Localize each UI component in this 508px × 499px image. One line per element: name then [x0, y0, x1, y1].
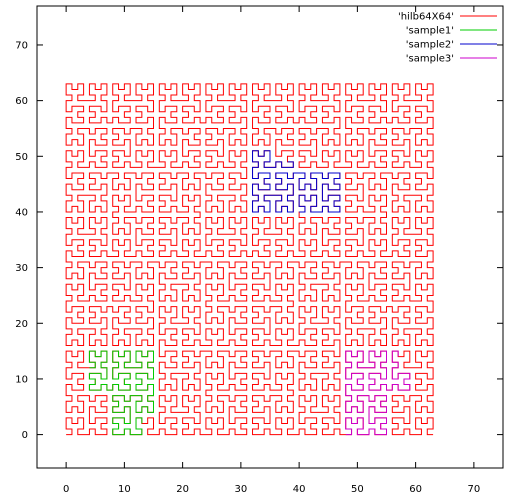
x-tick-label: 30 — [235, 484, 248, 495]
series-layer — [65, 83, 434, 436]
y-tick-label: 30 — [15, 263, 28, 274]
y-tick-label: 60 — [15, 96, 28, 107]
y-tick-label: 50 — [15, 152, 28, 163]
legend-label: 'hilb64X64' — [398, 12, 454, 23]
x-tick-label: 60 — [409, 484, 422, 495]
series-line-sample1 — [88, 350, 154, 436]
series-line-sample2 — [252, 150, 341, 213]
y-tick-label: 70 — [15, 40, 28, 51]
plot-area — [37, 6, 503, 468]
x-tick-label: 40 — [293, 484, 306, 495]
x-tick-label: 50 — [351, 484, 364, 495]
series-line-hilb64x64 — [65, 83, 434, 436]
plot-frame — [36, 5, 504, 469]
y-tick-label: 40 — [15, 207, 28, 218]
legend-label: 'sample1' — [406, 26, 454, 37]
x-tick-label: 20 — [176, 484, 189, 495]
x-tick-label: 10 — [118, 484, 131, 495]
x-tick-label: 70 — [468, 484, 481, 495]
plot-background — [37, 6, 503, 468]
series-line-sample3 — [345, 350, 411, 436]
legend: 'hilb64X64' 'sample1' 'sample2' 'sample3' — [398, 12, 497, 65]
y-tick-label: 10 — [15, 374, 28, 385]
x-tick-label: 0 — [63, 484, 69, 495]
y-tick-label: 0 — [22, 430, 28, 441]
y-tick-label: 20 — [15, 319, 28, 330]
legend-label: 'sample2' — [406, 40, 454, 51]
legend-label: 'sample3' — [406, 54, 454, 65]
axes-layer: 0 10 20 30 40 50 60 70 0 10 20 30 40 50 60 70 — [15, 5, 504, 495]
